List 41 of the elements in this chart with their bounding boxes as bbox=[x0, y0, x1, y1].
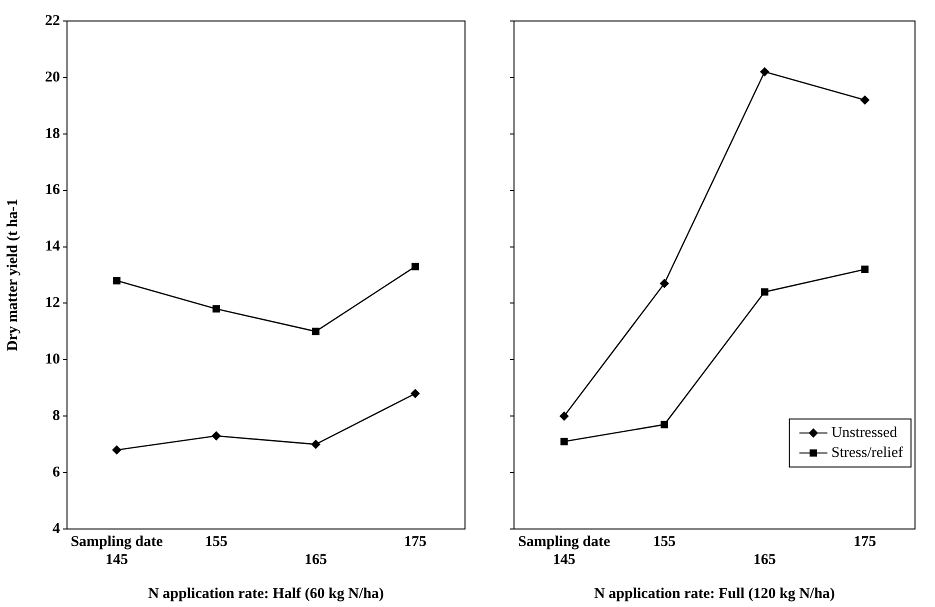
point bbox=[560, 438, 568, 446]
x-tick-label: 165 bbox=[753, 552, 776, 568]
y-tick-label: 22 bbox=[45, 12, 60, 29]
y-tick-label: 20 bbox=[45, 69, 60, 86]
point bbox=[212, 305, 220, 313]
legend-label: Unstressed bbox=[831, 424, 898, 441]
point bbox=[760, 67, 770, 76]
point bbox=[560, 412, 569, 421]
y-tick-label: 16 bbox=[45, 182, 60, 198]
x-axis-title: N application rate: Half (60 kg N/ha) bbox=[148, 586, 384, 602]
point bbox=[212, 431, 221, 440]
point bbox=[113, 276, 120, 284]
x-tick-label: 175 bbox=[854, 534, 876, 550]
y-tick-label: 14 bbox=[45, 238, 60, 255]
x-tick-label: 145 bbox=[106, 552, 128, 568]
x-tick-label: 175 bbox=[404, 534, 426, 550]
x-axis-title: N application rate: Full (120 kg N/ha) bbox=[594, 586, 835, 602]
x-tick-label: 165 bbox=[304, 552, 327, 568]
text: Sampling date bbox=[70, 534, 164, 550]
point bbox=[311, 440, 320, 449]
x-tick-label: 155 bbox=[205, 534, 228, 550]
point bbox=[860, 96, 870, 105]
legend-label: Stress/relief bbox=[831, 444, 904, 461]
y-tick-label: 4 bbox=[52, 520, 60, 537]
point bbox=[312, 328, 320, 336]
point bbox=[861, 266, 869, 274]
text: Sampling date bbox=[518, 534, 611, 550]
y-tick-label: 10 bbox=[45, 352, 60, 368]
y-axis-title: Dry matter yield (t ha-1 bbox=[4, 198, 21, 352]
point bbox=[660, 420, 668, 428]
y-tick-label: 8 bbox=[52, 408, 60, 424]
y-tick-label: 12 bbox=[45, 295, 60, 312]
y-tick-label: 6 bbox=[52, 464, 60, 480]
point bbox=[410, 389, 420, 398]
point bbox=[412, 262, 419, 270]
point bbox=[112, 445, 122, 454]
point bbox=[760, 288, 768, 296]
point bbox=[660, 278, 669, 288]
x-tick-label: 155 bbox=[653, 534, 676, 550]
x-tick-label: 145 bbox=[552, 552, 576, 568]
y-tick-label: 18 bbox=[45, 126, 60, 142]
